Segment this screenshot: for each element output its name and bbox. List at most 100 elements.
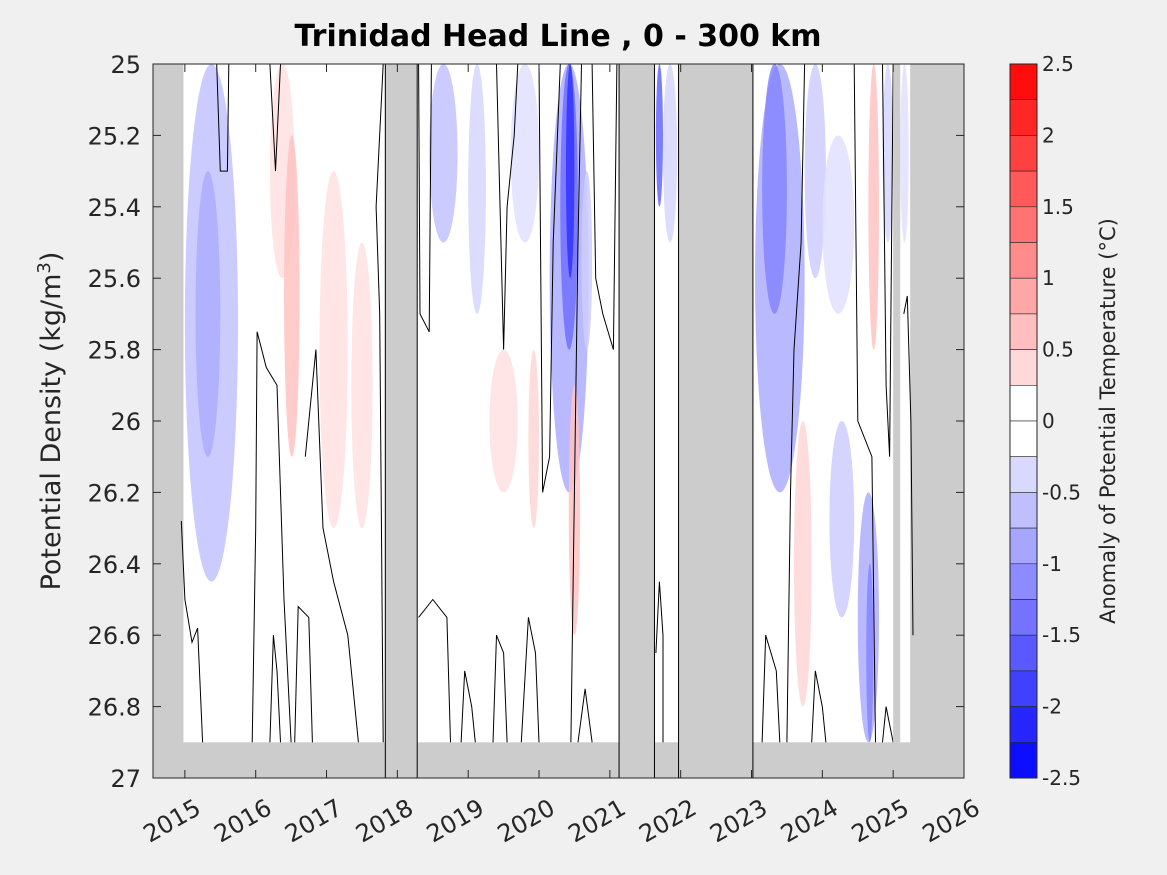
x-tick-label: 2016 [209, 794, 276, 849]
zero-contour-24 [882, 706, 894, 743]
zero-contour-8 [418, 598, 451, 743]
anomaly-patch-21 [804, 64, 826, 279]
colorbar-segment [1009, 456, 1038, 493]
x-tick-label: 2020 [493, 794, 560, 849]
x-tick-label: 2026 [918, 794, 985, 849]
colorbar-segment [1009, 170, 1038, 208]
colorbar-tick-label: 0 [1042, 409, 1055, 433]
anomaly-patch-10 [528, 349, 540, 529]
zero-contour-22 [853, 64, 876, 743]
colorbar-segment [1009, 242, 1038, 279]
zero-contour-14 [538, 64, 561, 493]
anomaly-patch-20 [794, 421, 812, 707]
colorbar-tick-label: 1.5 [1042, 195, 1074, 219]
data-gap-0 [384, 63, 418, 779]
data-gaps [384, 63, 901, 779]
colorbar-tick-label: -2 [1042, 695, 1062, 719]
colorbar-segment [1009, 63, 1038, 101]
x-tick-label: 2017 [280, 794, 347, 849]
colorbar-label: Anomaly of Potential Temperature (°C) [1096, 218, 1120, 624]
anomaly-patch-6 [429, 64, 458, 243]
colorbar-segment [1009, 670, 1038, 707]
anomaly-patch-27 [882, 64, 894, 243]
y-axis-label-superscript: 3 [34, 262, 55, 273]
zero-contour-16 [577, 688, 593, 743]
y-tick-label: 26.8 [88, 694, 141, 722]
x-tick-label: 2018 [351, 794, 418, 849]
zero-contour-9 [460, 670, 476, 743]
zero-contour-10 [492, 635, 508, 743]
colorbar-segment [1009, 563, 1038, 600]
colorbar-tick-label: -1.5 [1042, 623, 1081, 647]
plot-area: 2015 2016 2017 2018 2019 2020 2021 2022 2023 2024… [88, 51, 985, 848]
colorbar-tick-label: -2.5 [1042, 766, 1081, 790]
anomaly-patch-22 [822, 135, 855, 314]
anomaly-patch-23 [829, 421, 855, 618]
anomaly-patch-8 [489, 349, 518, 493]
data-gap-1 [618, 63, 655, 779]
x-tick-label: 2024 [776, 794, 843, 849]
zero-contour-23 [882, 64, 894, 457]
chart-title: Trinidad Head Line , 0 - 300 km [294, 19, 821, 54]
x-tick-label: 2015 [139, 794, 206, 849]
colorbar: 2.5 2 1.5 1 0.5 0 -0.5 -1 -1.5 -2 -2.5 [1009, 52, 1081, 790]
zero-contour-2 [251, 331, 292, 743]
x-tick-label: 2025 [847, 794, 914, 849]
zero-contour-15 [570, 64, 582, 743]
data-gap-2 [678, 63, 754, 779]
zero-contour-13 [520, 617, 540, 743]
anomaly-patch-5 [351, 242, 373, 529]
colorbar-tick-label: -0.5 [1042, 480, 1081, 504]
colorbar-segment [1009, 420, 1038, 458]
y-tick-label: 26 [110, 408, 141, 436]
colorbar-tick-label: -1 [1042, 552, 1062, 576]
colorbar-segment [1009, 706, 1038, 743]
colorbar-tick-label: 1 [1042, 266, 1055, 290]
colorbar-segment [1009, 527, 1038, 565]
colorbar-segment [1009, 634, 1038, 672]
colorbar-segment [1009, 384, 1038, 422]
y-axis-label: Potential Density (kg/m3) [34, 252, 67, 591]
anomaly-patch-25 [866, 563, 874, 743]
colorbar-tick-label: 2 [1042, 123, 1055, 147]
anomaly-patch-9 [510, 64, 540, 243]
x-tick-label: 2023 [705, 794, 772, 849]
anomaly-patch-17 [662, 64, 678, 243]
colorbar-tick-label: 2.5 [1042, 52, 1074, 76]
y-tick-label: 25 [110, 51, 141, 79]
zero-contour-6 [269, 64, 281, 172]
colorbar-frame [1009, 63, 1038, 779]
y-tick-label: 25.8 [88, 337, 141, 365]
colorbar-segment [1009, 599, 1038, 636]
y-axis: 25 25.2 25.4 25.6 25.8 26 26.2 26.4 26.6 26.8 27 [88, 51, 964, 793]
colorbar-segment [1009, 492, 1038, 529]
colorbar-segment [1009, 277, 1038, 315]
x-tick-label: 2022 [634, 794, 701, 849]
anomaly-patch-1 [195, 171, 221, 457]
zero-contours [180, 64, 914, 743]
y-tick-label: 25.4 [88, 194, 141, 222]
anomaly-patch-19 [762, 64, 787, 314]
anomaly-patch-4 [319, 171, 348, 529]
anomaly-patch-15 [581, 171, 593, 350]
y-tick-label: 26.2 [88, 479, 141, 507]
anomaly-patch-26 [868, 64, 880, 350]
anomaly-patch-7 [468, 64, 486, 314]
anomaly-patch-28 [900, 64, 909, 243]
zero-contour-20 [786, 64, 806, 743]
zero-contour-4 [294, 605, 313, 743]
zero-contour-11 [418, 64, 432, 333]
y-tick-label: 27 [110, 765, 141, 793]
colorbar-segment [1009, 99, 1038, 136]
zero-contour-12 [496, 64, 519, 350]
thin-gap-0 [893, 64, 901, 743]
anomaly-fields [184, 64, 909, 743]
colorbar-segment [1009, 313, 1038, 350]
x-tick-label: 2021 [564, 794, 631, 849]
zero-contour-5 [304, 349, 359, 743]
y-tick-label: 25.2 [88, 122, 141, 150]
x-tick-label: 2019 [422, 794, 489, 849]
colorbar-segment [1009, 741, 1038, 779]
zero-contour-19 [761, 635, 781, 743]
